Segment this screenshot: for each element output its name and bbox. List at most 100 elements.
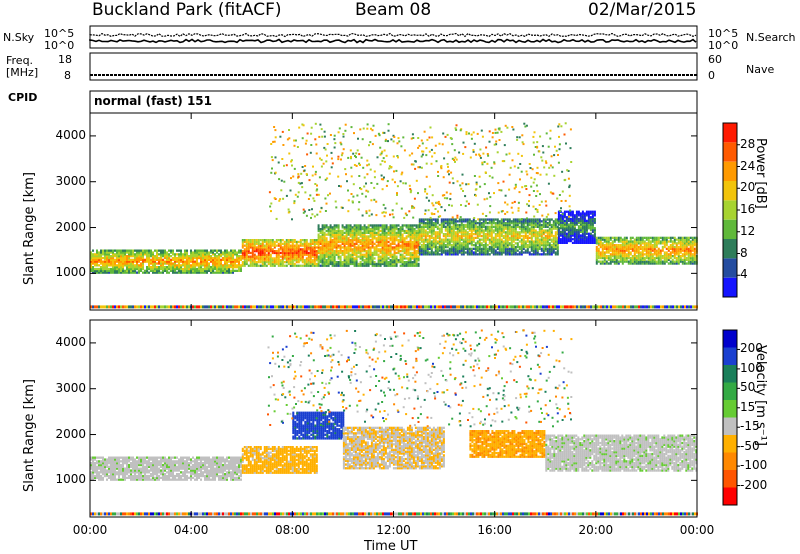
power-cell: [253, 264, 256, 267]
power-cell: [474, 223, 477, 227]
power-cell: [303, 242, 306, 245]
power-cell: [591, 210, 594, 213]
power-cell: [369, 255, 372, 258]
power-cell: [647, 262, 650, 265]
power-cell: [504, 218, 507, 221]
power-cell: [556, 236, 559, 239]
power-cell: [383, 262, 386, 266]
power-cell: [172, 269, 174, 272]
power-cell: [418, 225, 421, 228]
power-cell: [597, 255, 600, 258]
power-cell: [206, 256, 208, 260]
power-cell: [567, 227, 570, 230]
power-cell: [693, 253, 696, 256]
power-cell: [637, 253, 640, 256]
power-cell: [476, 225, 479, 228]
power-cell: [516, 231, 519, 234]
power-cell: [309, 259, 312, 262]
power-cell: [671, 236, 674, 239]
power-cell: [557, 232, 560, 235]
power-cell: [321, 250, 324, 253]
power-cell: [552, 244, 555, 247]
power-cell: [559, 223, 562, 226]
power-cell: [641, 245, 644, 249]
power-cell: [267, 250, 270, 253]
power-cell: [496, 131, 499, 134]
power-cell: [293, 255, 296, 258]
power-cell: [544, 253, 547, 256]
power-cell: [621, 249, 624, 252]
power-cell: [490, 233, 493, 236]
power-cell: [275, 244, 278, 247]
power-cell: [241, 242, 244, 245]
power-cell: [434, 218, 437, 221]
power-cell: [317, 240, 320, 244]
power-cell: [341, 235, 344, 238]
power-cell: [110, 262, 112, 265]
power-cell: [577, 238, 580, 241]
power-cell: [506, 236, 509, 239]
power-cell: [567, 238, 570, 241]
power-cell: [162, 253, 164, 256]
power-cell: [581, 212, 584, 215]
power-cell: [210, 271, 212, 274]
power-cell: [358, 153, 361, 156]
power-cell: [355, 229, 358, 233]
power-cell: [321, 262, 324, 266]
power-cell: [691, 258, 694, 261]
power-cell: [534, 245, 537, 249]
power-cell: [526, 234, 529, 238]
power-cell: [186, 249, 188, 252]
power-cell: [508, 247, 511, 250]
power-cell: [623, 247, 626, 250]
power-cell: [333, 261, 336, 264]
power-cell: [381, 226, 384, 229]
power-cell: [114, 253, 116, 256]
power-cell: [329, 228, 332, 231]
power-cell: [552, 249, 555, 252]
power-cell: [577, 227, 580, 230]
power-cell: [114, 271, 116, 274]
power-cell: [440, 242, 443, 245]
power-cell: [599, 236, 602, 239]
power-cell: [313, 248, 316, 251]
power-cell: [430, 229, 433, 232]
power-cell: [559, 219, 562, 222]
power-cell: [422, 242, 425, 245]
power-cell: [415, 237, 418, 240]
power-cell: [345, 224, 348, 227]
power-cell: [325, 224, 328, 227]
power-cell: [494, 229, 497, 232]
power-cell: [317, 229, 320, 233]
power-cell: [391, 229, 394, 233]
power-cell: [377, 228, 380, 231]
power-cell: [659, 240, 662, 243]
power-cell: [136, 258, 138, 261]
power-cell: [556, 244, 559, 247]
power-cell: [100, 251, 102, 254]
power-cell: [653, 236, 656, 239]
power-cell: [321, 251, 324, 255]
power-cell: [661, 262, 664, 265]
power-cell: [502, 218, 505, 221]
power-cell: [691, 242, 694, 245]
power-cell: [621, 253, 624, 256]
power-cell: [375, 262, 378, 266]
power-cell: [554, 242, 557, 245]
power-cell: [224, 266, 226, 269]
power-cell: [120, 271, 122, 274]
power-cell: [528, 229, 531, 232]
power-cell: [357, 229, 360, 233]
power-cell: [210, 269, 212, 272]
power-cell: [323, 262, 326, 266]
power-cell: [548, 233, 551, 236]
power-cell: [534, 146, 537, 148]
power-cell: [96, 264, 98, 267]
power-cell: [483, 183, 486, 186]
power-cell: [613, 245, 616, 249]
power-cell: [160, 267, 162, 271]
power-cell: [657, 258, 660, 261]
power-cell: [536, 141, 539, 144]
power-cell: [216, 256, 218, 260]
power-cell: [361, 248, 364, 251]
